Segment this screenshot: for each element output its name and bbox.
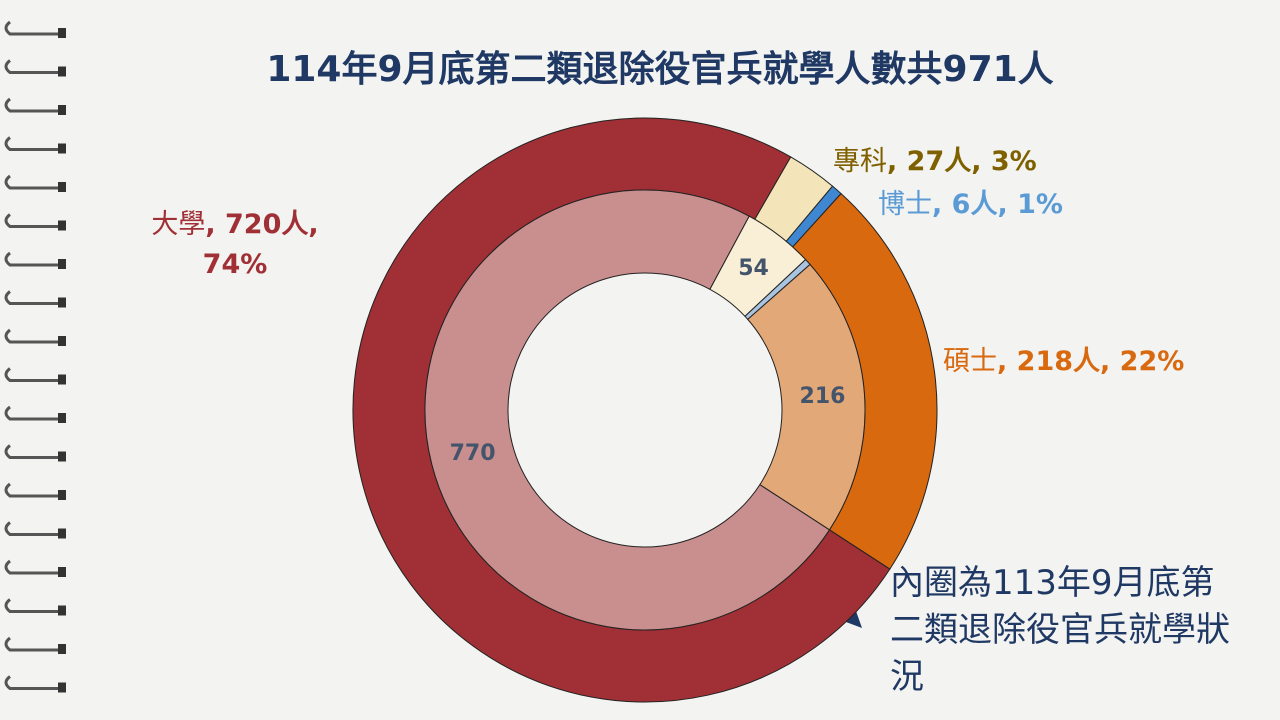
binding-hole (58, 682, 66, 693)
binding-ring (4, 444, 62, 459)
donut-segment (424, 189, 831, 631)
binding-hole (58, 567, 66, 577)
binding-ring (4, 97, 62, 113)
binding-ring (4, 675, 62, 690)
binding-hole (58, 143, 66, 154)
segment-label: 博士, 6人, 1% (878, 189, 1063, 220)
binding-hole (58, 182, 66, 192)
binding-ring (4, 598, 62, 613)
binding-ring (4, 174, 62, 190)
binding-hole (58, 66, 66, 77)
binding-ring (4, 251, 62, 267)
binding-hole (58, 451, 66, 462)
chart-title: 114年9月底第二類退除役官兵就學人數共971人 (266, 49, 1054, 90)
binding-hole (58, 105, 66, 115)
donut-segment (747, 263, 866, 531)
binding-hole (58, 336, 66, 346)
binding-ring (4, 59, 62, 74)
binding-ring (4, 559, 62, 575)
binding-hole (58, 528, 66, 539)
binding-hole (58, 297, 66, 308)
binding-ring (4, 521, 62, 536)
binding-ring (4, 405, 62, 421)
data-label: 54 (738, 256, 769, 281)
binding-hole (58, 605, 66, 616)
binding-hole (58, 644, 66, 654)
binding-ring (4, 367, 62, 382)
binding-hole (58, 413, 66, 423)
data-label: 216 (800, 384, 846, 409)
arrow-head (846, 611, 862, 628)
binding-ring (4, 328, 62, 344)
binding-ring (4, 20, 62, 36)
segment-label: 碩士, 218人, 22% (943, 346, 1185, 377)
binding-hole (58, 490, 66, 500)
binding-hole (58, 374, 66, 385)
binding-hole (58, 220, 66, 231)
binding-ring (4, 482, 62, 498)
binding-ring (4, 213, 62, 228)
binding-ring (4, 290, 62, 305)
binding-hole (58, 28, 66, 38)
segment-label: 大學, 720人, 74% (151, 209, 319, 280)
segment-label: 專科, 27人, 3% (833, 146, 1037, 177)
annotation: 內圈為113年9月底第二類退除役官兵就學狀況 (890, 563, 1230, 697)
binding-hole (58, 259, 66, 269)
binding-ring (4, 136, 62, 151)
data-label: 770 (450, 441, 496, 466)
binding-ring (4, 636, 62, 652)
